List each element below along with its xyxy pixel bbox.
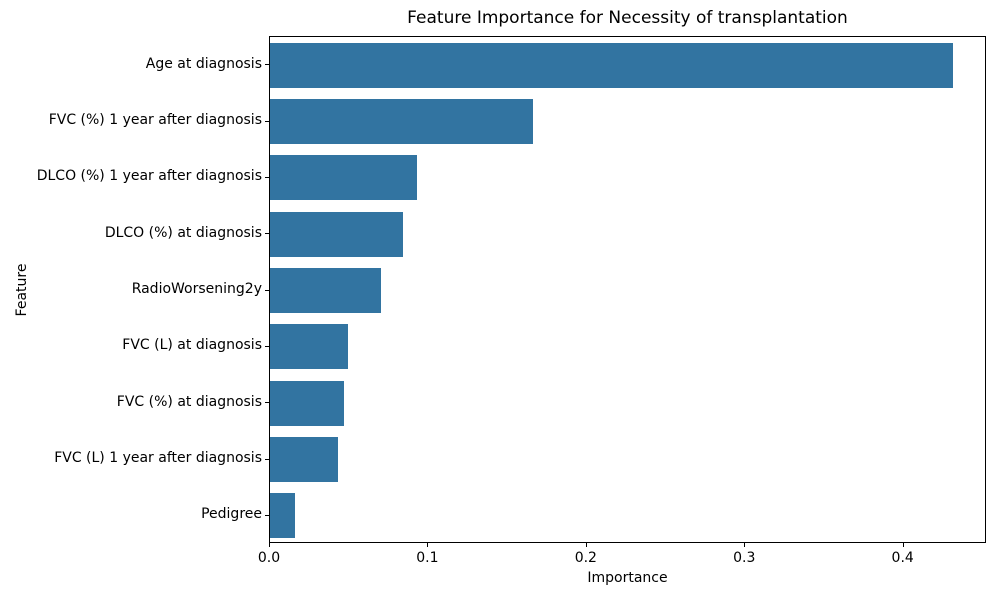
y-tick-mark	[265, 459, 269, 460]
y-tick-label-dlco-1-year-after-diagnosis: DLCO (%) 1 year after diagnosis	[36, 168, 262, 185]
x-tick-label-0.3: 0.3	[733, 550, 756, 566]
y-tick-label-radioworsening2y: RadioWorsening2y	[131, 281, 262, 297]
y-tick-label-fvc-at-diagnosis: FVC (%) at diagnosis	[116, 393, 262, 410]
bar-pedigree	[270, 493, 296, 539]
x-tick-label-0.4: 0.4	[891, 550, 914, 566]
y-tick-mark	[265, 177, 269, 178]
x-tick-mark	[744, 543, 745, 547]
y-tick-mark	[265, 233, 269, 234]
y-tick-mark	[265, 346, 269, 347]
x-axis-title: Importance	[587, 570, 668, 586]
x-tick-mark	[586, 543, 587, 547]
bar-age-at-diagnosis	[270, 42, 953, 88]
y-tick-label-age-at-diagnosis: Age at diagnosis	[145, 55, 262, 72]
bar-fvc-l-1-year-after-diagnosis	[270, 437, 339, 482]
x-tick-mark	[427, 543, 428, 547]
y-tick-mark	[265, 290, 269, 291]
y-tick-mark	[265, 64, 269, 65]
x-tick-mark	[903, 543, 904, 547]
bar-radioworsening2y	[270, 268, 381, 313]
y-tick-mark	[265, 515, 269, 516]
x-tick-label-0.1: 0.1	[416, 550, 439, 566]
y-tick-label-dlco-at-diagnosis: DLCO (%) at diagnosis	[104, 224, 262, 241]
y-tick-mark	[265, 121, 269, 122]
bar-dlco-1-year-after-diagnosis	[270, 155, 418, 201]
x-tick-mark	[269, 543, 270, 547]
y-tick-label-fvc-l-at-diagnosis: FVC (L) at diagnosis	[122, 337, 262, 354]
y-tick-label-fvc-l-1-year-after-diagnosis: FVC (L) 1 year after diagnosis	[54, 450, 262, 466]
x-tick-label-0.2: 0.2	[574, 550, 597, 566]
bar-dlco-at-diagnosis	[270, 211, 404, 257]
y-tick-label-pedigree: Pedigree	[201, 506, 262, 523]
plot-area	[269, 36, 986, 543]
x-tick-label-0.0: 0.0	[257, 550, 281, 566]
bar-fvc-l-at-diagnosis	[270, 324, 348, 370]
y-tick-label-fvc-1-year-after-diagnosis: FVC (%) 1 year after diagnosis	[48, 112, 262, 128]
bar-fvc-1-year-after-diagnosis	[270, 99, 533, 144]
y-tick-mark	[265, 402, 269, 403]
bar-fvc-at-diagnosis	[270, 380, 345, 426]
chart-title: Feature Importance for Necessity of tran…	[407, 8, 848, 28]
